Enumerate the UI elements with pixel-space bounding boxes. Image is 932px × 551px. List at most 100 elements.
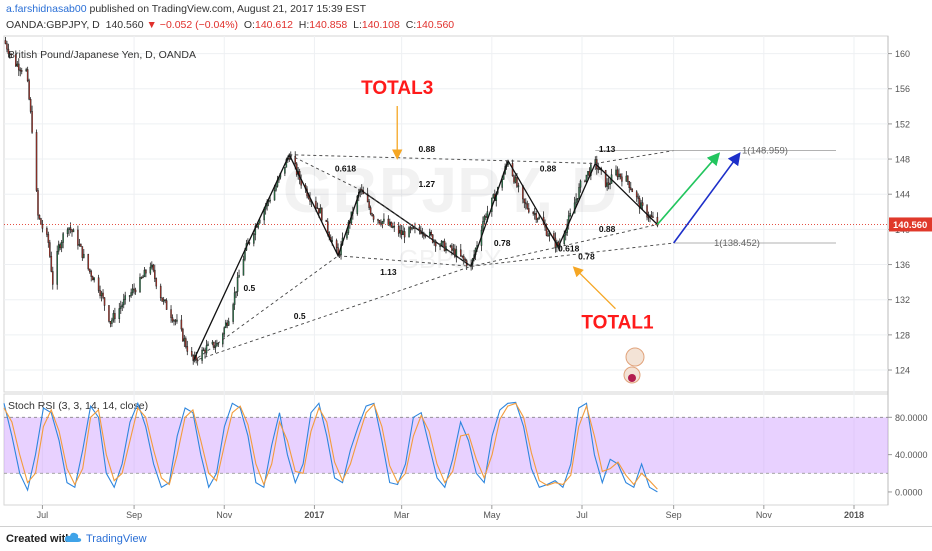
ratio-label: 0.618 (335, 163, 357, 173)
candle-body (145, 269, 147, 274)
candle-body (170, 309, 172, 318)
candle-body (9, 53, 11, 56)
candle-body (584, 180, 586, 183)
candle-body (91, 276, 94, 281)
candle-body (186, 346, 189, 352)
stoch-band (4, 417, 888, 474)
stoch-title: Stoch RSI (3, 3, 14, 14, close) (8, 400, 148, 412)
candle-body (139, 277, 141, 293)
candle-body (10, 53, 13, 56)
candle-body (257, 222, 260, 228)
candle-body (38, 214, 41, 219)
candle-body (637, 196, 639, 199)
candle-body (523, 198, 526, 203)
candle-body (83, 253, 85, 258)
candle-body (269, 199, 271, 202)
candle-body (176, 319, 178, 322)
candle-body (134, 289, 137, 293)
candle-body (641, 202, 644, 206)
candle-body (381, 221, 384, 225)
candle-body (6, 43, 8, 50)
candle-body (26, 69, 29, 81)
tradingview-link[interactable]: TradingView (86, 533, 147, 545)
candle-body (482, 221, 484, 231)
candle-body (516, 177, 518, 187)
publish-line: a.farshidnasab00 published on TradingVie… (6, 3, 366, 15)
candle-body (88, 268, 91, 272)
candle-body (173, 320, 175, 322)
candle-body (492, 194, 495, 199)
candle-body (288, 157, 291, 160)
candle-body (236, 277, 239, 292)
stoch-k-line (3, 401, 658, 493)
annotation-total1: TOTAL1 (581, 313, 654, 334)
candle-body (428, 231, 431, 236)
candle-body (399, 230, 401, 234)
candle-body (112, 313, 115, 321)
candle-body (103, 297, 106, 306)
pane-title: British Pound/Japanese Yen, D, OANDA (8, 49, 196, 61)
candle-body (528, 208, 530, 213)
candle-body (638, 198, 641, 209)
price-change: ▼ −0.052 (−0.04%) (146, 19, 239, 31)
candle-body (575, 198, 577, 204)
candle-body (597, 168, 600, 170)
candle-body (483, 216, 486, 222)
candle-body (161, 297, 163, 302)
candle-body (211, 341, 214, 345)
candle-body (431, 234, 434, 243)
candle-body (128, 295, 131, 297)
candle-body (233, 292, 236, 305)
chart-canvas[interactable]: 124128132136140144148152156160JulSepNov2… (0, 0, 932, 526)
stoch-tick-label: 80.0000 (895, 413, 928, 423)
stoch-d-line (3, 402, 658, 490)
symbol-label[interactable]: OANDA:GBPJPY, D (6, 19, 100, 31)
candle-body (15, 54, 17, 67)
candle-body (621, 176, 623, 182)
candle-body (196, 359, 199, 362)
price-tick-label: 124 (895, 366, 910, 376)
candle-body (368, 201, 370, 208)
candle-body (71, 229, 73, 233)
price-tick-label: 160 (895, 49, 910, 59)
candle-body (424, 235, 427, 237)
candle-body (615, 169, 617, 176)
candle-body (631, 189, 634, 193)
author-link[interactable]: a.farshidnasab00 (6, 3, 87, 15)
candle-body (226, 322, 228, 326)
candle-body (164, 299, 166, 302)
last-price-badge (889, 217, 932, 232)
candle-body (464, 259, 466, 261)
last-price: 140.560 (105, 19, 144, 31)
candle-body (635, 191, 638, 198)
candle-body (207, 343, 209, 346)
high-value: 140.858 (309, 19, 348, 31)
high-label: H: (298, 19, 310, 31)
candle-body (120, 306, 122, 309)
candle-body (31, 111, 33, 133)
candle-body (535, 213, 537, 220)
candle-body (66, 229, 69, 234)
candle-body (183, 338, 186, 342)
candle-body (630, 187, 632, 190)
candle-body (47, 234, 50, 243)
candle-body (90, 271, 92, 277)
candle-body (652, 216, 654, 218)
candle-body (69, 227, 72, 231)
candle-body (625, 175, 628, 182)
candle-body (242, 259, 245, 276)
time-tick-label: Jul (576, 510, 588, 520)
candle-body (180, 319, 183, 330)
ratio-label: 0.78 (578, 251, 595, 261)
candle-body (100, 292, 103, 296)
time-tick-label: Sep (126, 510, 142, 520)
candle-body (152, 264, 155, 271)
candle-body (485, 216, 487, 218)
last-price-label: 140.560 (893, 220, 927, 231)
published-text: published on TradingView.com, August 21,… (86, 3, 366, 15)
candle-body (131, 288, 134, 293)
candle-body (273, 189, 276, 201)
candle-body (525, 202, 527, 205)
candle-body (258, 219, 261, 224)
price-tick-label: 132 (895, 295, 910, 305)
